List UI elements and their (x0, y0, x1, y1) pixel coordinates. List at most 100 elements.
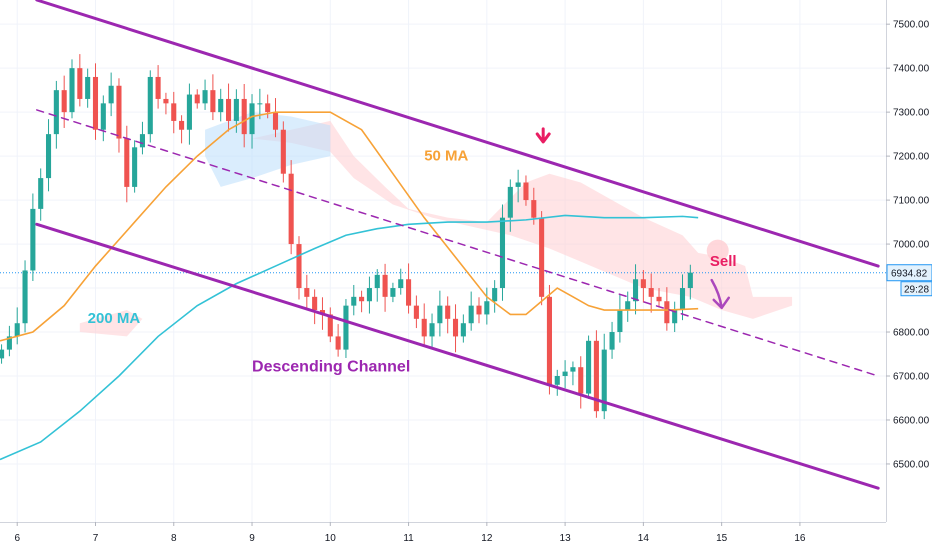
candle-body (304, 288, 310, 297)
candle-body (609, 332, 615, 350)
candle-body (359, 296, 365, 302)
candle-body (139, 134, 145, 148)
candle-body (586, 340, 592, 394)
time-axis-label: 8 (171, 533, 177, 544)
candle-body (390, 288, 396, 297)
channel-lower-line (35, 222, 880, 490)
candle-body (226, 98, 232, 121)
candle-body (186, 94, 192, 130)
candle-body (546, 296, 552, 385)
time-axis-label: 12 (481, 533, 493, 544)
candle-body (327, 314, 333, 337)
candle-body (507, 186, 513, 218)
candle-body (296, 244, 302, 289)
candle-body (343, 305, 349, 350)
candle-body (437, 305, 443, 324)
candle-body (672, 310, 678, 324)
candle-body (312, 296, 318, 311)
candle-body (272, 112, 279, 130)
candle-body (6, 336, 12, 350)
candle-body (421, 318, 427, 337)
candle-body (14, 323, 20, 337)
candle-body (460, 323, 466, 337)
candle-body (452, 318, 459, 337)
price-axis-label: 7400.00 (893, 64, 930, 75)
price-axis[interactable]: 6500.00 6600.00 6700.00 6800.00 7000.00 7100.… (886, 0, 932, 522)
time-axis-label: 13 (560, 533, 572, 544)
sell-arrow-icon (710, 278, 730, 310)
candle-body (53, 90, 59, 135)
candle-body (445, 305, 451, 319)
annotation-labels: 50 MA 200 MA Descending Channel Sell (88, 148, 737, 376)
candle-body (648, 288, 654, 297)
moving-averages (0, 111, 699, 461)
price-axis-label: 7300.00 (893, 108, 930, 119)
descending-channel[interactable] (35, 0, 880, 490)
candle-body (124, 138, 130, 187)
candle-body (664, 301, 670, 324)
candle-body (625, 301, 631, 311)
annotation-label: Descending Channel (252, 359, 410, 376)
candle-body (679, 288, 686, 311)
candle-body (476, 305, 482, 315)
time-axis[interactable]: 6 7 8 9 10 11 12 13 14 15 16 (0, 522, 886, 544)
candle-body (22, 270, 28, 324)
candle-body (288, 173, 294, 245)
candle-body (656, 296, 662, 302)
candle-body (85, 76, 91, 99)
time-axis-label: 10 (325, 533, 337, 544)
countdown-label: 29:28 (904, 285, 929, 296)
candle-body (632, 279, 639, 302)
price-axis-label: 6700.00 (893, 371, 930, 382)
candle-body (429, 323, 435, 337)
annotation-label: 50 MA (424, 148, 468, 165)
candle-body (218, 98, 224, 113)
candle-body (249, 103, 255, 135)
channel-upper-line (35, 0, 880, 268)
candle-body (0, 349, 5, 359)
channel-middle-line (36, 109, 879, 377)
candle-body (374, 274, 380, 289)
candle-body (515, 182, 521, 187)
candle-body (241, 98, 247, 135)
time-axis-label: 16 (794, 533, 806, 544)
candle-body (257, 103, 263, 105)
candle-body (366, 288, 372, 302)
candle-body (554, 375, 560, 385)
candle-body (578, 367, 584, 394)
candle-body (413, 305, 419, 319)
candle-body (100, 103, 106, 130)
candle-body (233, 98, 239, 121)
candle-body (484, 301, 490, 315)
candle-body (640, 279, 646, 289)
ichimoku-cloud (79, 112, 793, 337)
candle-body (147, 76, 153, 135)
candle-body (194, 94, 200, 104)
candle-body (531, 200, 537, 218)
candle-body (601, 349, 607, 412)
candle-body (69, 68, 75, 113)
candle-body (562, 371, 568, 376)
candle-body (468, 305, 474, 324)
candle-body (38, 178, 44, 209)
candle-body (30, 208, 36, 271)
candlestick-series (0, 54, 693, 420)
last-price-box (886, 264, 932, 282)
time-axis-label: 11 (403, 533, 414, 544)
candle-body (570, 367, 576, 372)
time-axis-label: 6 (14, 533, 20, 544)
annotation-marks (535, 127, 730, 310)
candle-body (45, 134, 52, 179)
candle-body (179, 120, 185, 130)
chart-grid (0, 0, 886, 522)
arrow-down-icon (535, 127, 551, 144)
time-axis-label: 15 (716, 533, 728, 544)
time-axis-label: 14 (638, 533, 650, 544)
candle-body (108, 85, 114, 104)
price-axis-label: 7100.00 (893, 196, 930, 207)
candle-body (335, 336, 341, 350)
candle-body (617, 310, 623, 333)
candle-body (265, 103, 271, 113)
price-axis-label: 7000.00 (893, 240, 930, 251)
